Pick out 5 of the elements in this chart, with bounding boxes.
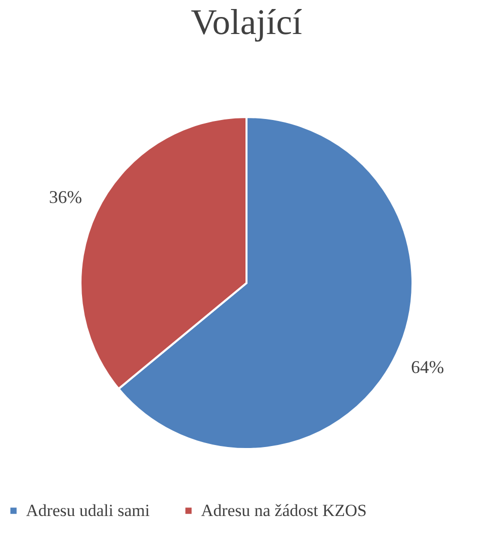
data-label: 64% [410, 357, 444, 378]
legend-label: Adresu na žádost KZOS [201, 500, 367, 520]
legend-label: Adresu udali sami [26, 500, 150, 520]
chart-title: Volající [190, 2, 302, 42]
data-label: 36% [49, 186, 82, 207]
